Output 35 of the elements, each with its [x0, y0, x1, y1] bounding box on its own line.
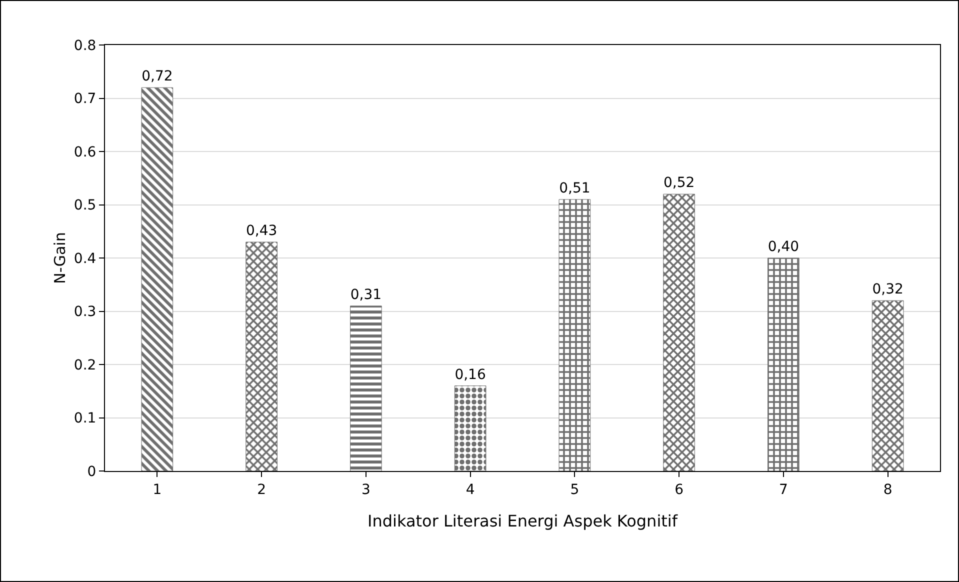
data-label: 0,16 — [454, 366, 486, 383]
bar — [141, 87, 174, 471]
x-tick-label: 2 — [257, 482, 266, 498]
x-tick-label: 6 — [674, 482, 684, 498]
x-tick-label: 5 — [570, 482, 580, 498]
bar — [350, 306, 382, 471]
x-tick-label: 1 — [152, 482, 162, 498]
y-tick-label: 0 — [87, 464, 96, 480]
x-tick-label: 4 — [466, 482, 475, 498]
x-tick-label: 3 — [361, 482, 370, 498]
y-tick-label: 0.7 — [74, 91, 96, 108]
bar — [768, 258, 800, 471]
y-tick-label: 0.4 — [74, 250, 96, 267]
x-tick-label: 8 — [883, 482, 892, 498]
data-label: 0,51 — [559, 180, 590, 196]
bar — [872, 300, 904, 471]
y-tick-label: 0.5 — [74, 198, 96, 214]
bar — [454, 386, 486, 471]
y-axis-title: N-Gain — [51, 232, 69, 284]
data-label: 0,32 — [872, 282, 904, 298]
bar — [558, 199, 591, 471]
y-tick-label: 0.2 — [74, 357, 96, 374]
x-axis-title: Indikator Literasi Energi Aspek Kognitif — [368, 512, 678, 530]
data-label: 0,43 — [246, 223, 278, 240]
data-label: 0,72 — [142, 68, 173, 85]
bar — [246, 242, 278, 471]
x-tick-label: 7 — [778, 482, 788, 498]
data-label: 0,40 — [768, 239, 800, 255]
y-tick-label: 0.3 — [74, 304, 96, 320]
y-tick-label: 0.6 — [74, 144, 96, 160]
data-label: 0,52 — [663, 175, 695, 192]
data-label: 0,31 — [350, 286, 382, 303]
bar — [663, 194, 695, 471]
y-tick-label: 0.1 — [74, 410, 96, 427]
y-tick-label: 0.8 — [74, 38, 96, 54]
